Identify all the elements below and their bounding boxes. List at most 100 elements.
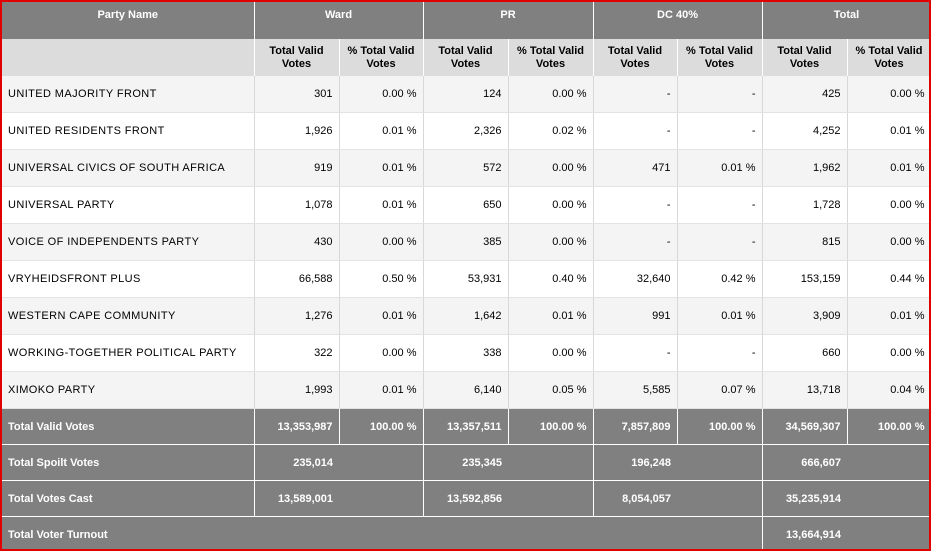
pct-cell: -: [677, 186, 763, 224]
votes-cell: 666,607: [762, 444, 847, 481]
votes-cell: 1,276: [254, 297, 340, 335]
votes-cell: 1,993: [254, 371, 340, 409]
party-name-cell: UNITED RESIDENTS FRONT: [2, 112, 255, 150]
pct-cell: 0.00 %: [847, 186, 929, 224]
subheader-total-valid-votes: Total Valid Votes: [254, 39, 340, 76]
party-name-cell: XIMOKO PARTY: [2, 371, 255, 409]
table-row: UNITED MAJORITY FRONT 301 0.00 % 124 0.00 % -…: [2, 76, 929, 113]
table-row: VOICE OF INDEPENDENTS PARTY 430 0.00 % 385 0…: [2, 223, 929, 261]
votes-cell: 660: [762, 334, 848, 372]
votes-cell: 235,345: [423, 444, 508, 481]
header-dc40: DC 40%: [593, 2, 763, 39]
votes-cell: 3,909: [762, 297, 848, 335]
party-name-cell: WESTERN CAPE COMMUNITY: [2, 297, 255, 335]
votes-cell: 338: [423, 334, 509, 372]
subheader-pct-valid-votes: % Total Valid Votes: [677, 39, 763, 76]
votes-cell: 1,962: [762, 149, 848, 187]
total-label: Total Voter Turnout: [2, 516, 763, 549]
total-turnout-row: Total Voter Turnout 13,664,914: [2, 516, 929, 549]
pct-cell: 0.01 %: [847, 297, 929, 335]
subheader-total-valid-votes: Total Valid Votes: [423, 39, 509, 76]
party-name-cell: VOICE OF INDEPENDENTS PARTY: [2, 223, 255, 261]
pct-cell: 0.01 %: [339, 297, 424, 335]
pct-cell: 0.00 %: [339, 76, 424, 113]
votes-cell: 301: [254, 76, 340, 113]
empty-cell: [508, 444, 594, 481]
votes-cell: 13,718: [762, 371, 848, 409]
votes-cell: 34,569,307: [762, 408, 848, 445]
empty-cell: [847, 444, 929, 481]
empty-cell: [847, 516, 929, 549]
votes-cell: 53,931: [423, 260, 509, 298]
pct-cell: 0.00 %: [508, 334, 594, 372]
votes-cell: 13,664,914: [762, 516, 847, 549]
subheader-pct-valid-votes: % Total Valid Votes: [847, 39, 929, 76]
empty-cell: [677, 444, 763, 481]
empty-cell: [339, 480, 424, 517]
votes-cell: 13,589,001: [254, 480, 339, 517]
header-total: Total: [762, 2, 929, 39]
pct-cell: 0.01 %: [847, 112, 929, 150]
header-party-name: Party Name: [2, 2, 255, 39]
pct-cell: 0.00 %: [508, 149, 594, 187]
pct-cell: 0.01 %: [339, 186, 424, 224]
subheader-pct-valid-votes: % Total Valid Votes: [508, 39, 594, 76]
pct-cell: 100.00 %: [847, 408, 929, 445]
pct-cell: 100.00 %: [508, 408, 594, 445]
pct-cell: 0.01 %: [339, 112, 424, 150]
votes-cell: 991: [593, 297, 678, 335]
pct-cell: 0.40 %: [508, 260, 594, 298]
pct-cell: 100.00 %: [677, 408, 763, 445]
votes-cell: 124: [423, 76, 509, 113]
votes-cell: 471: [593, 149, 678, 187]
votes-cell: 1,078: [254, 186, 340, 224]
header-ward: Ward: [254, 2, 424, 39]
party-name-cell: VRYHEIDSFRONT PLUS: [2, 260, 255, 298]
votes-cell: 5,585: [593, 371, 678, 409]
votes-cell: 650: [423, 186, 509, 224]
total-label: Total Votes Cast: [2, 480, 255, 517]
party-name-cell: UNITED MAJORITY FRONT: [2, 76, 255, 113]
votes-cell: 7,857,809: [593, 408, 678, 445]
votes-cell: 4,252: [762, 112, 848, 150]
table-row: UNIVERSAL PARTY 1,078 0.01 % 650 0.00 % - -1,7…: [2, 186, 929, 224]
votes-cell: 6,140: [423, 371, 509, 409]
empty-cell: [677, 480, 763, 517]
pct-cell: 0.44 %: [847, 260, 929, 298]
pct-cell: 0.00 %: [847, 223, 929, 261]
party-name-cell: WORKING-TOGETHER POLITICAL PARTY: [2, 334, 255, 372]
subheader-blank: [2, 39, 255, 76]
subheader-total-valid-votes: Total Valid Votes: [762, 39, 848, 76]
table-row: XIMOKO PARTY 1,993 0.01 % 6,140 0.05 % 5,585 0…: [2, 371, 929, 409]
total-cast-row: Total Votes Cast 13,589,001 13,592,856 8,05…: [2, 480, 929, 517]
votes-cell: 235,014: [254, 444, 339, 481]
pct-cell: -: [677, 223, 763, 261]
pct-cell: 0.00 %: [508, 223, 594, 261]
pct-cell: 0.05 %: [508, 371, 594, 409]
pct-cell: -: [677, 112, 763, 150]
votes-cell: 196,248: [593, 444, 677, 481]
table-row: UNITED RESIDENTS FRONT 1,926 0.01 % 2,326 0.…: [2, 112, 929, 150]
pct-cell: 100.00 %: [339, 408, 424, 445]
pct-cell: 0.01 %: [847, 149, 929, 187]
votes-cell: 2,326: [423, 112, 509, 150]
votes-cell: 572: [423, 149, 509, 187]
votes-cell: 35,235,914: [762, 480, 847, 517]
pct-cell: 0.42 %: [677, 260, 763, 298]
table-row: UNIVERSAL CIVICS OF SOUTH AFRICA 919 0.01 …: [2, 149, 929, 187]
votes-cell: 32,640: [593, 260, 678, 298]
pct-cell: 0.00 %: [339, 223, 424, 261]
votes-cell: -: [593, 223, 678, 261]
pct-cell: 0.07 %: [677, 371, 763, 409]
votes-cell: 1,728: [762, 186, 848, 224]
votes-cell: 13,592,856: [423, 480, 508, 517]
total-valid-votes-row: Total Valid Votes 13,353,987 100.00 % 13,35…: [2, 408, 929, 445]
votes-cell: -: [593, 112, 678, 150]
total-spoilt-row: Total Spoilt Votes 235,014 235,345 196,248 6…: [2, 444, 929, 481]
pct-cell: 0.01 %: [339, 149, 424, 187]
votes-cell: 13,353,987: [254, 408, 340, 445]
pct-cell: 0.00 %: [339, 334, 424, 372]
total-label: Total Spoilt Votes: [2, 444, 255, 481]
votes-cell: -: [593, 76, 678, 113]
